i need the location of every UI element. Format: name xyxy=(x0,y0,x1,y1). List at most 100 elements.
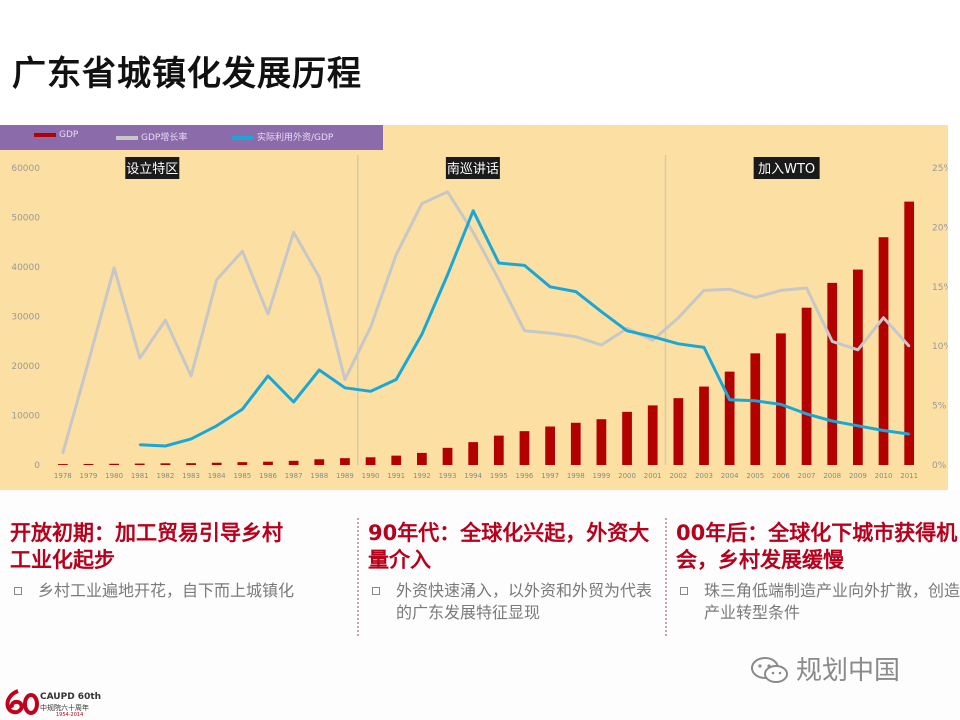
gdp-bar xyxy=(365,457,376,465)
x-tick-label: 1985 xyxy=(233,472,251,480)
y-right-tick-label: 0% xyxy=(932,461,947,471)
column-heading: 90年代：全球化兴起，外资大量介入 xyxy=(368,521,650,572)
gdp-bar xyxy=(493,435,504,465)
x-tick-label: 1996 xyxy=(516,472,534,480)
fdi-gdp-point xyxy=(882,429,885,432)
gdp-growth-point xyxy=(318,276,321,279)
fdi-gdp-point xyxy=(318,368,321,371)
gdp-bar xyxy=(545,426,555,465)
fdi-gdp-point xyxy=(369,390,372,393)
gdp-bar xyxy=(622,411,632,465)
y-left-tick-label: 50000 xyxy=(11,214,40,224)
gdp-bar xyxy=(340,458,350,465)
x-tick-label: 2007 xyxy=(798,472,816,480)
fdi-gdp-point xyxy=(677,342,680,345)
x-tick-label: 1978 xyxy=(54,472,72,480)
watermark-text: 规划中国 xyxy=(796,656,901,686)
x-tick-label: 1991 xyxy=(387,472,405,480)
annotation-southern-tour-box xyxy=(445,157,500,179)
y-right-tick-label: 5% xyxy=(932,402,947,412)
gdp-growth-line xyxy=(61,190,911,454)
x-tick-label: 1995 xyxy=(490,472,508,480)
x-tick-label: 1994 xyxy=(464,472,482,480)
gdp-growth-point xyxy=(446,190,449,193)
gdp-bar xyxy=(83,463,94,465)
annotation-sez-box xyxy=(125,157,180,179)
fdi-gdp-point xyxy=(779,403,782,406)
fdi-gdp-point xyxy=(754,399,757,402)
gdp-growth-point xyxy=(600,344,603,347)
x-tick-label: 2005 xyxy=(746,472,764,480)
x-tick-label: 1998 xyxy=(567,472,585,480)
logo-text: CAUPD 60th xyxy=(40,692,102,702)
fdi-gdp-point xyxy=(600,310,603,313)
gdp-bar xyxy=(673,398,684,465)
fdi-gdp-point xyxy=(164,444,167,447)
fdi-gdp-point xyxy=(215,424,218,427)
gdp-growth-point xyxy=(87,360,90,363)
y-left-tick-label: 10000 xyxy=(11,412,40,422)
fdi-gdp-point xyxy=(497,262,500,265)
x-tick-label: 1984 xyxy=(208,472,226,480)
column-bullet: 外资快速涌入，以外资和外贸为代表的广东发展特征显现 xyxy=(368,580,653,624)
gdp-bar xyxy=(57,464,68,465)
gdp-growth-point xyxy=(343,378,346,381)
gdp-bar xyxy=(647,405,658,465)
gdp-growth-point xyxy=(267,313,269,316)
fdi-gdp-point xyxy=(241,408,244,411)
gdp-growth-point xyxy=(754,296,757,299)
fdi-gdp-point xyxy=(343,386,346,389)
y-left-tick-label: 20000 xyxy=(11,362,40,372)
x-tick-label: 2001 xyxy=(644,472,662,480)
bullet-square-icon xyxy=(14,587,22,595)
y-right-tick-label: 20% xyxy=(932,223,948,233)
x-tick-label: 2009 xyxy=(849,472,867,480)
gdp-bar xyxy=(468,442,479,465)
gdp-bar xyxy=(724,371,735,465)
fdi-gdp-point xyxy=(805,412,808,415)
gdp-bar xyxy=(263,461,273,465)
logo-subtitle: 中规院六十周年 xyxy=(40,704,89,712)
x-tick-label: 1979 xyxy=(80,472,98,480)
column-divider xyxy=(357,518,359,636)
x-tick-label: 2006 xyxy=(772,472,790,480)
gdp-bar xyxy=(904,201,915,465)
fdi-gdp-point xyxy=(420,333,423,336)
x-tick-label: 1988 xyxy=(310,472,328,480)
gdp-bar xyxy=(237,462,248,465)
x-tick-label: 1986 xyxy=(259,472,277,480)
fdi-gdp-point xyxy=(523,264,526,267)
gdp-growth-point xyxy=(677,316,680,319)
column-2000s: 00年后：全球化下城市获得机会，乡村发展缓慢 珠三角低端制造产业向外扩散，创造产… xyxy=(676,520,960,624)
fdi-gdp-point xyxy=(138,443,141,446)
gdp-growth-point xyxy=(831,340,834,343)
gdp-bar xyxy=(160,463,171,465)
annotation-wto: 加入WTO xyxy=(758,162,815,177)
page-title: 广东省城镇化发展历程 xyxy=(12,54,362,94)
gdp-bar xyxy=(519,431,530,465)
gdp-growth-point xyxy=(138,357,141,360)
column-bullet: 珠三角低端制造产业向外扩散，创造产业转型条件 xyxy=(676,580,960,624)
fdi-gdp-point xyxy=(446,273,449,276)
column-90s: 90年代：全球化兴起，外资大量介入 外资快速涌入，以外资和外贸为代表的广东发展特… xyxy=(368,520,653,624)
column-bullet-text: 外资快速涌入，以外资和外贸为代表的广东发展特征显现 xyxy=(396,581,653,622)
gdp-bar xyxy=(211,462,222,465)
fdi-gdp-point xyxy=(574,290,577,293)
gdp-bar xyxy=(776,333,786,465)
x-tick-label: 2003 xyxy=(695,472,713,480)
wechat-icon xyxy=(751,657,788,683)
legend-label-fdi: 实际利用外资/GDP xyxy=(257,133,334,143)
column-heading: 00年后：全球化下城市获得机会，乡村发展缓慢 xyxy=(676,521,958,572)
fdi-gdp-point xyxy=(267,374,269,377)
column-divider xyxy=(665,518,667,636)
x-tick-label: 2002 xyxy=(669,472,687,480)
x-tick-label: 1990 xyxy=(362,472,380,480)
gdp-growth-point xyxy=(190,374,193,377)
fdi-gdp-point xyxy=(549,285,552,288)
gdp-bar xyxy=(417,452,427,465)
x-tick-label: 2008 xyxy=(823,472,841,480)
chart-svg: 0 10000 20000 30000 40000 50000 60000 0% 5% 10% 15… xyxy=(11,155,948,480)
gdp-bar xyxy=(853,269,863,465)
x-tick-label: 1993 xyxy=(439,472,457,480)
fdi-gdp-point xyxy=(856,424,859,427)
